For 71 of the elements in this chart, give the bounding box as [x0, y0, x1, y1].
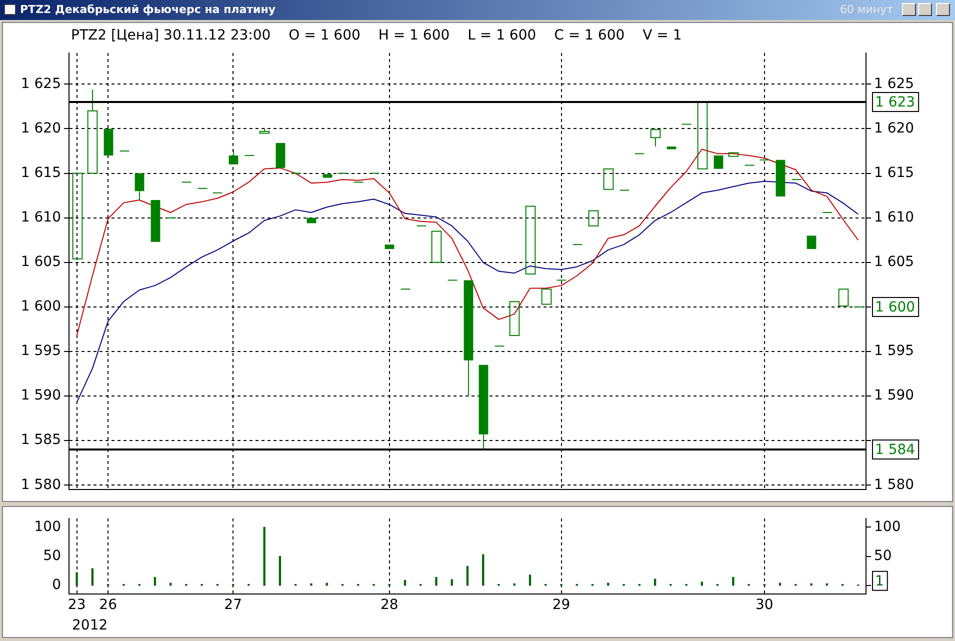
chart-subtitle: 60 минут	[840, 3, 893, 16]
y-tick-label: 100	[34, 518, 61, 535]
bar	[278, 556, 282, 586]
text: O = 1 600	[288, 28, 360, 44]
x-tick-label: 26	[99, 597, 118, 614]
bar	[482, 554, 484, 586]
bar	[435, 576, 438, 586]
y-tick-label: 1 625	[20, 76, 61, 92]
y-tick-label: 1 605	[20, 254, 61, 270]
y-tick-label: 50	[43, 548, 61, 564]
bar	[732, 576, 734, 586]
bar	[528, 574, 532, 586]
y2-tick-label: 1 595	[874, 343, 914, 360]
text: PTZ2 [Цена] 30.11.12 23:00	[71, 28, 271, 44]
bar	[700, 582, 703, 586]
bar	[466, 566, 469, 586]
y2-tick-label: 1 625	[874, 76, 914, 92]
bar	[778, 582, 782, 586]
y2-tick-label: 1 615	[874, 164, 914, 181]
candlestick	[478, 364, 488, 450]
y-tick-label: 1 620	[20, 120, 61, 136]
candlestick	[228, 148, 238, 164]
y2-tick-label: 1 590	[874, 388, 914, 404]
x-tick-label: 27	[224, 597, 242, 614]
y-tick-label: 1 585	[20, 432, 61, 448]
chart-title: PTZ2 Декабрьский фьючерс на платину	[20, 3, 276, 16]
y-tick-label: 1 595	[20, 343, 61, 360]
y-tick-label: 0	[52, 577, 61, 594]
candlestick	[87, 89, 98, 174]
bar	[170, 582, 172, 586]
y-tick-label: 1 580	[20, 476, 61, 493]
text: 1	[875, 574, 884, 590]
candlestick	[259, 128, 270, 134]
candlestick	[464, 280, 474, 397]
x-tick-label: 28	[380, 597, 398, 614]
bar	[607, 582, 610, 586]
y-tick-label: 1 590	[20, 388, 61, 404]
y2-tick-label: 1 620	[874, 120, 914, 136]
bar	[450, 579, 453, 586]
y-tick-label: 1 615	[20, 164, 61, 181]
x-tick-label: 29	[552, 597, 570, 614]
text: C = 1 600	[554, 28, 625, 44]
x-tick-label: 23	[68, 597, 86, 614]
text: 2012	[72, 618, 108, 634]
y2-tick-label: 1 610	[874, 209, 914, 226]
y2-tick-label: 100	[874, 518, 901, 535]
y-tick-label: 1 600	[20, 298, 61, 315]
ref-line-label: 1 623	[875, 94, 916, 111]
bar	[513, 583, 516, 586]
bar	[154, 576, 156, 586]
candlestick	[650, 128, 661, 148]
bar	[654, 578, 656, 586]
bar	[326, 582, 328, 586]
y2-tick-label: 1 605	[874, 254, 914, 270]
bar	[263, 526, 266, 586]
x-tick-label: 30	[756, 597, 774, 614]
candlestick	[134, 173, 144, 201]
y2-tick-label: 50	[874, 548, 892, 564]
text: V = 1	[642, 28, 682, 44]
text: H = 1 600	[378, 28, 450, 44]
bar	[404, 580, 406, 586]
bar	[810, 583, 812, 586]
y2-tick-label: 1 580	[874, 476, 914, 493]
text: L = 1 600	[468, 28, 536, 44]
y-tick-label: 1 610	[20, 209, 61, 226]
ref-line-label: 1 584	[875, 442, 916, 458]
bar	[310, 583, 312, 586]
text: 1 600	[875, 300, 916, 316]
bar	[826, 583, 828, 586]
bar	[76, 572, 78, 586]
bar	[91, 568, 94, 586]
